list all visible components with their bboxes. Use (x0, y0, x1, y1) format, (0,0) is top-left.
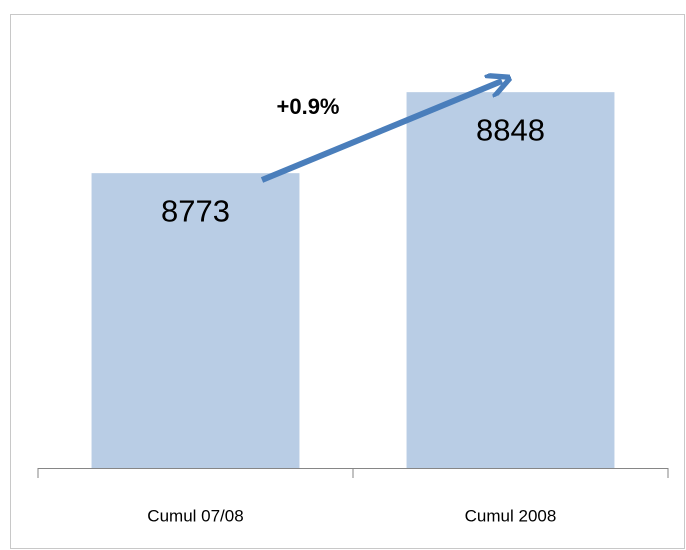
annotation: +0.9% (277, 94, 340, 119)
bar (91, 173, 300, 468)
bar (406, 92, 615, 468)
trend-arrow (260, 81, 502, 183)
plot: 8773 Cumul 07/08 8848 Cumul 2008 (37, 92, 669, 525)
data-label: 8773 (161, 193, 230, 228)
x-tick-label: Cumul 2008 (465, 506, 557, 525)
data-label: 8848 (476, 112, 545, 147)
x-tick-label: Cumul 07/08 (147, 506, 243, 525)
